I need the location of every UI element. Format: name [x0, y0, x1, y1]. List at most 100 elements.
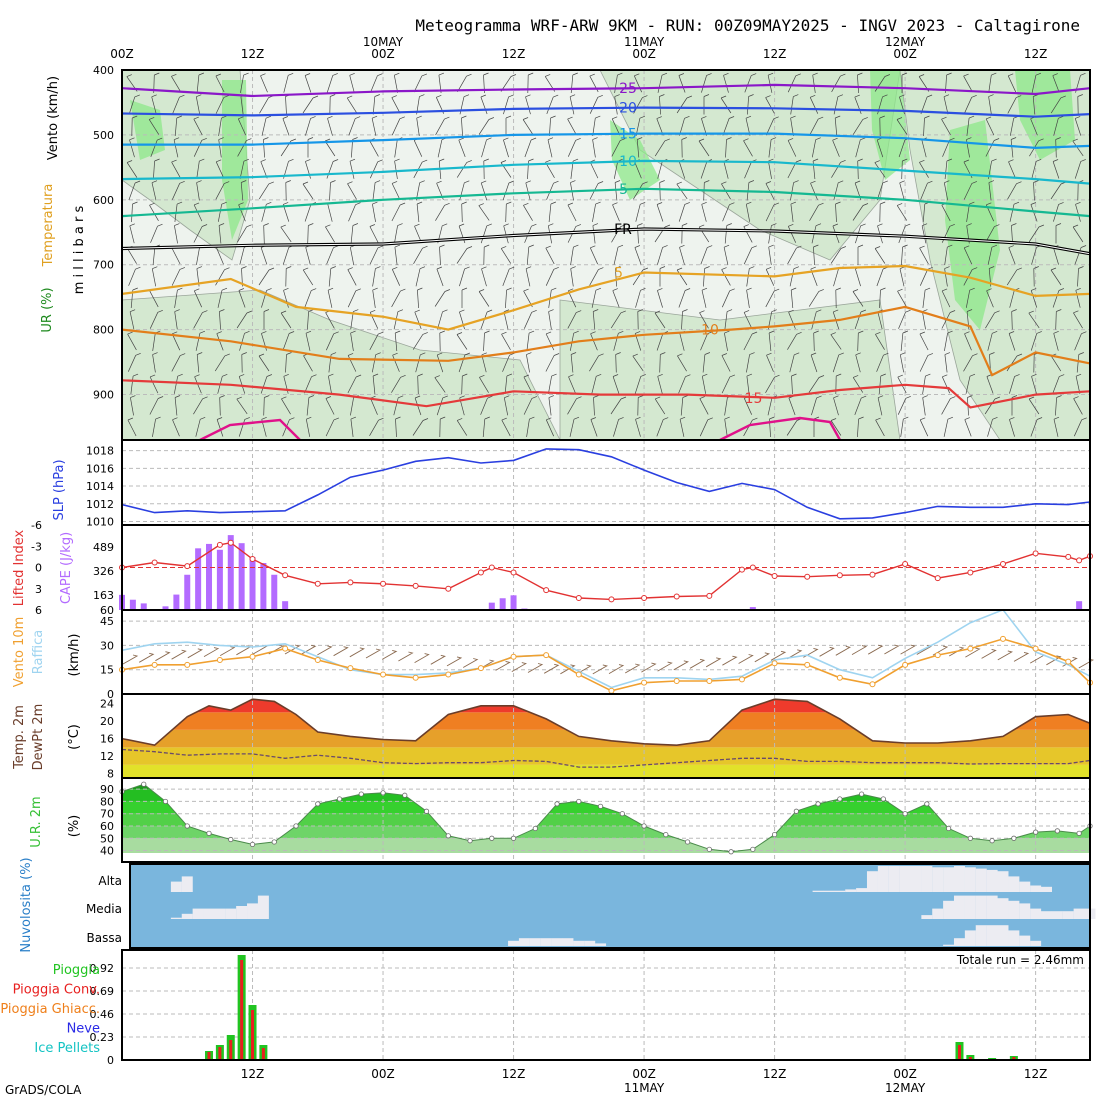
- isotherm-line: [121, 106, 1091, 118]
- chart-title: Meteogramma WRF-ARW 9KM - RUN: 00Z09MAY2…: [415, 16, 1080, 35]
- humidity-axis-label: U.R. 2m: [29, 796, 44, 847]
- top-axis-date-label: 12MAY: [885, 35, 926, 49]
- wind-10m-axis-label: Vento 10m: [12, 617, 27, 688]
- temperature-tick-label: 8: [107, 768, 114, 781]
- wind-10m-point: [575, 671, 582, 678]
- wind-units-label: (km/h): [67, 634, 82, 677]
- lifted-index-point: [575, 594, 582, 601]
- lifted-index-point: [445, 585, 452, 592]
- lifted-index-point: [184, 563, 191, 570]
- low-cloud-bar: [964, 930, 976, 946]
- vertical-profile-panel: -25 -20 -15 -10 -5 FR 5 10 15 400 500 600 700 800 900 V…: [40, 64, 1091, 442]
- humidity-band: [122, 813, 1090, 826]
- mid-cloud-bar: [953, 895, 965, 919]
- wind-10m-point: [673, 678, 680, 685]
- low-cloud-bar: [508, 940, 520, 946]
- precip-total-label: Totale run = 2.46mm: [956, 953, 1084, 967]
- high-cloud-bar: [834, 890, 846, 892]
- top-axis-time-label: 12Z: [502, 47, 526, 61]
- slp-tick-label: 1016: [86, 462, 114, 475]
- cloud-level-label: Media: [86, 902, 122, 916]
- convective-rain-bar: [218, 1047, 222, 1060]
- lifted-index-point: [282, 572, 289, 579]
- cape-bar: [749, 607, 756, 610]
- mid-cloud-bar: [986, 895, 998, 919]
- precip-legend-label: Pioggia Ghiacc.: [0, 1002, 100, 1017]
- high-cloud-bar: [845, 889, 857, 892]
- high-cloud-bar: [1008, 876, 1020, 892]
- cloud-cover-panel: Alta Media Bassa Nuvolosita (%): [19, 857, 1096, 953]
- convective-rain-bar: [261, 1048, 265, 1060]
- mid-cloud-bar: [170, 917, 182, 919]
- cape-bar: [140, 603, 147, 610]
- humidity-2m-point: [1054, 828, 1060, 834]
- wind-barbs: [126, 72, 1087, 438]
- temperature-tick-label: 16: [100, 733, 114, 746]
- humidity-2m-point: [402, 792, 408, 798]
- wind-10m-point: [282, 645, 289, 652]
- dewpoint-axis-label: DewPt 2m: [31, 704, 46, 771]
- wind-tick-label: 15: [100, 664, 114, 677]
- humidity-2m-point: [858, 791, 865, 797]
- slp-panel: 1010 1012 1014 1016 1018 SLP (hPa): [52, 439, 1091, 528]
- convective-rain-bar: [957, 1045, 961, 1060]
- lifted-index-point: [749, 564, 756, 571]
- slp-tick-label: 1012: [86, 498, 114, 511]
- wind-10m-point: [771, 660, 778, 667]
- wind-10m-point: [999, 635, 1006, 642]
- humidity-2m-point: [750, 846, 756, 852]
- humidity-2m-point: [728, 849, 734, 855]
- slp-tick-label: 1014: [86, 480, 114, 493]
- wind-10m-point: [1032, 645, 1039, 652]
- lifted-index-point: [673, 593, 680, 600]
- wind-10m-point: [1065, 658, 1072, 665]
- humidity-2m-point: [532, 825, 538, 832]
- bottom-axis-time-label: 00Z: [893, 1067, 917, 1081]
- humidity-2m-point: [815, 801, 821, 807]
- humidity-2m-point: [663, 831, 669, 838]
- slp-axis-label: SLP (hPa): [52, 459, 67, 520]
- humidity-2m-point: [315, 801, 321, 807]
- low-cloud-bar: [573, 940, 585, 946]
- cape-bar: [162, 606, 169, 610]
- humidity-2m-point: [358, 791, 364, 797]
- isotherm-label: -25: [614, 81, 637, 97]
- isotherm-line: [121, 264, 1091, 331]
- humidity-frame: [121, 777, 1091, 863]
- high-cloud-bar: [899, 866, 911, 892]
- high-cloud-bar: [1030, 885, 1042, 892]
- humidity-2m-point: [880, 796, 886, 802]
- wind-10m-point: [477, 665, 484, 672]
- humidity-2m-point: [554, 801, 560, 807]
- cloud-level-label: Bassa: [87, 931, 122, 945]
- lifted-index-point: [488, 564, 495, 571]
- mid-cloud-bar: [1008, 900, 1020, 919]
- cape-bar: [238, 543, 245, 610]
- low-cloud-bar: [518, 938, 530, 946]
- high-cloud-bar: [170, 881, 182, 892]
- cape-tick-label: 60: [100, 604, 114, 617]
- cloud-frame: [129, 863, 1091, 949]
- cape-bar: [488, 602, 495, 610]
- low-cloud-bar: [997, 925, 1009, 946]
- humidity-2m-point: [619, 811, 625, 817]
- low-cloud-bar: [975, 925, 987, 946]
- humidity-2m-point: [206, 830, 212, 836]
- isotherm-line: [121, 159, 1091, 185]
- humidity-2m-point: [162, 798, 169, 805]
- slp-line: [121, 448, 1091, 520]
- pressure-tick-label: 700: [93, 259, 114, 272]
- bottom-axis-time-label: 12Z: [763, 1067, 787, 1081]
- isotherm-line: [121, 305, 1091, 377]
- precipitation-panel: 0 0.23 0.46 0.69 0.92 Totale run = 2.46mm Piog…: [0, 949, 1091, 1067]
- humidity-units-label: (%): [67, 815, 82, 838]
- high-cloud-bar: [986, 869, 998, 892]
- mid-cloud-bar: [975, 895, 987, 919]
- low-cloud-bar: [584, 940, 596, 946]
- isotherm-label: -15: [614, 127, 637, 143]
- top-axis-date-label: 10MAY: [363, 35, 404, 49]
- top-axis-time-label: 12Z: [763, 47, 787, 61]
- isotherm-label: FR: [614, 222, 632, 238]
